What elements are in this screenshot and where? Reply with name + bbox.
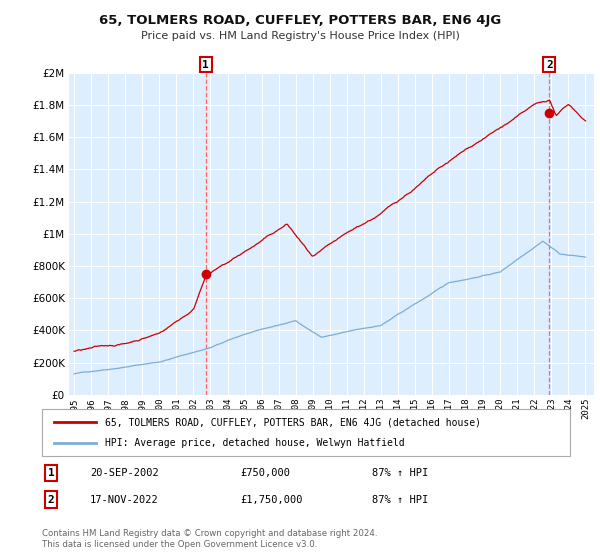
Text: Price paid vs. HM Land Registry's House Price Index (HPI): Price paid vs. HM Land Registry's House …: [140, 31, 460, 41]
Text: 1: 1: [47, 468, 55, 478]
Text: £1,750,000: £1,750,000: [240, 494, 302, 505]
Text: 1: 1: [202, 59, 209, 69]
Text: £750,000: £750,000: [240, 468, 290, 478]
Text: HPI: Average price, detached house, Welwyn Hatfield: HPI: Average price, detached house, Welw…: [105, 438, 404, 448]
Text: 17-NOV-2022: 17-NOV-2022: [90, 494, 159, 505]
Text: 2: 2: [47, 494, 55, 505]
Text: 2: 2: [546, 59, 553, 69]
Text: 87% ↑ HPI: 87% ↑ HPI: [372, 494, 428, 505]
Text: 65, TOLMERS ROAD, CUFFLEY, POTTERS BAR, EN6 4JG (detached house): 65, TOLMERS ROAD, CUFFLEY, POTTERS BAR, …: [105, 417, 481, 427]
Text: 65, TOLMERS ROAD, CUFFLEY, POTTERS BAR, EN6 4JG: 65, TOLMERS ROAD, CUFFLEY, POTTERS BAR, …: [99, 14, 501, 27]
Text: 20-SEP-2002: 20-SEP-2002: [90, 468, 159, 478]
Text: 87% ↑ HPI: 87% ↑ HPI: [372, 468, 428, 478]
Text: Contains HM Land Registry data © Crown copyright and database right 2024.
This d: Contains HM Land Registry data © Crown c…: [42, 529, 377, 549]
